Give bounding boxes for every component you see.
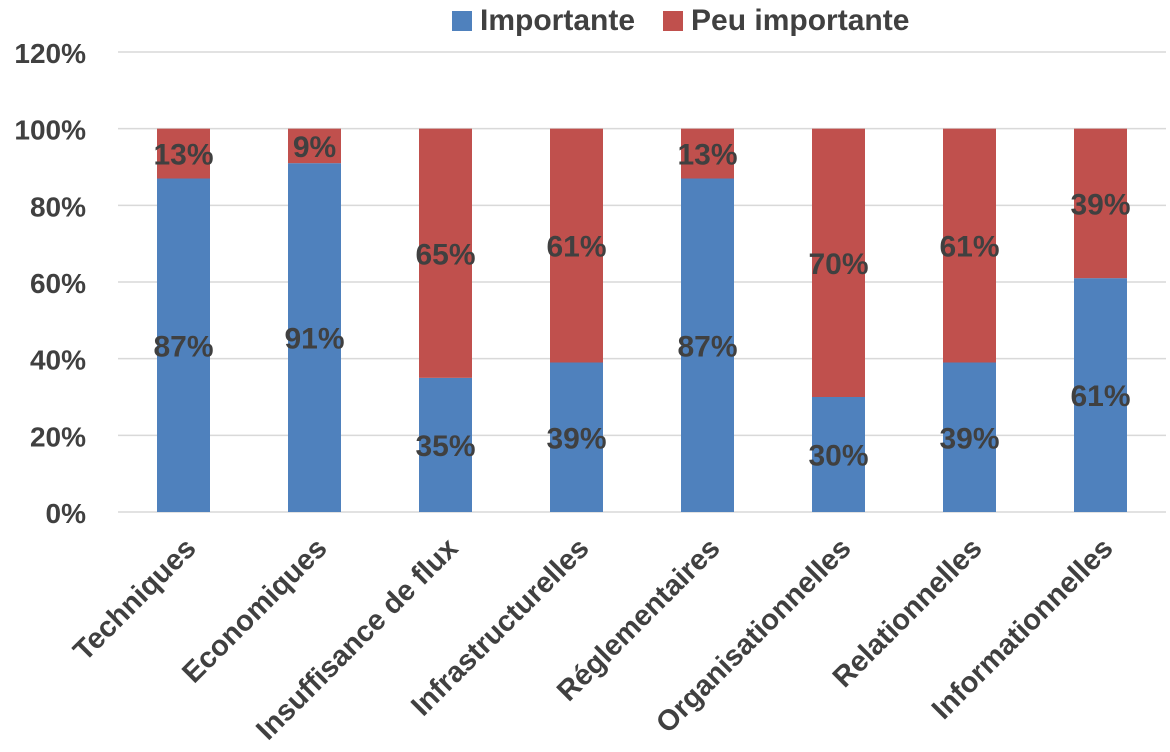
bar-peu-importante (157, 128, 210, 179)
legend-item-peu-importante: Peu importante (663, 4, 909, 38)
bar-importante (943, 362, 996, 512)
bar-peu-importante (812, 128, 865, 397)
data-label: 61% (546, 231, 606, 264)
data-label: 13% (153, 139, 213, 172)
bar-peu-importante (550, 128, 603, 363)
data-label: 39% (546, 422, 606, 455)
data-label: 61% (1070, 380, 1130, 413)
y-tick-label: 120% (14, 38, 86, 69)
bar-importante (812, 397, 865, 512)
data-label: 35% (415, 430, 475, 463)
y-tick-label: 100% (14, 115, 86, 146)
bar-importante (288, 163, 341, 512)
legend: Importante Peu importante (452, 4, 909, 38)
y-tick-label: 0% (46, 498, 87, 529)
data-label: 9% (293, 131, 336, 164)
y-tick-label: 40% (30, 345, 86, 376)
y-tick-label: 20% (30, 421, 86, 452)
bar-peu-importante (288, 128, 341, 164)
data-label: 65% (415, 238, 475, 271)
legend-label-peu-importante: Peu importante (691, 4, 910, 37)
data-label: 13% (677, 139, 737, 172)
bar-importante (419, 377, 472, 512)
legend-swatch-importante (452, 11, 472, 31)
data-label: 70% (808, 248, 868, 281)
legend-swatch-peu-importante (663, 11, 684, 31)
bar-importante (681, 178, 734, 512)
legend-item-importante: Importante (452, 4, 635, 38)
data-label: 39% (1070, 188, 1130, 221)
data-label: 87% (153, 330, 213, 363)
data-label: 30% (808, 440, 868, 473)
data-label: 91% (284, 323, 344, 356)
bar-peu-importante (1074, 128, 1127, 279)
bar-importante (550, 362, 603, 512)
bar-importante (157, 178, 210, 512)
bar-peu-importante (419, 128, 472, 378)
bar-importante (1074, 278, 1127, 512)
data-label: 61% (939, 231, 999, 264)
data-label: 39% (939, 422, 999, 455)
x-tick-label: Techniques (67, 532, 202, 667)
y-tick-label: 60% (30, 268, 86, 299)
legend-label-importante: Importante (480, 4, 636, 37)
bar-peu-importante (943, 128, 996, 363)
data-label: 87% (677, 330, 737, 363)
bar-peu-importante (681, 128, 734, 179)
y-tick-label: 80% (30, 191, 86, 222)
